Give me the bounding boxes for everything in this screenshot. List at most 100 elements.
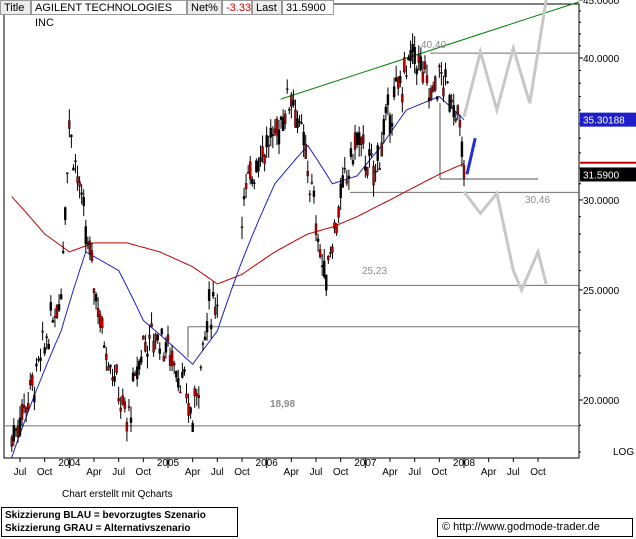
price-candle bbox=[415, 68, 418, 75]
price-candle bbox=[306, 170, 309, 177]
source-link[interactable]: http://www.godmode-trader.de bbox=[453, 521, 600, 533]
price-candle bbox=[302, 131, 305, 146]
price-candle bbox=[392, 86, 396, 98]
price-candle bbox=[43, 347, 46, 354]
price-candle bbox=[86, 242, 90, 245]
price-candle bbox=[216, 304, 219, 307]
annotations: 40,40 30,46 25,23 18,98 bbox=[270, 40, 550, 410]
x-tick-label: Oct bbox=[432, 467, 448, 478]
price-candle bbox=[193, 388, 196, 397]
scenario-legend: Skizzierung BLAU = bevorzugtes Szenario … bbox=[1, 507, 238, 537]
price-candle bbox=[185, 393, 188, 399]
chart-credit: Chart erstellt mit Qcharts bbox=[62, 489, 173, 500]
price-candle bbox=[107, 366, 110, 371]
last-label: Last bbox=[252, 0, 282, 15]
x-tick-label: Jul bbox=[14, 467, 27, 478]
price-candle bbox=[267, 144, 270, 147]
net-value: -3.33 bbox=[222, 0, 252, 15]
price-candle bbox=[423, 61, 427, 70]
price-candle bbox=[362, 134, 365, 144]
price-candle bbox=[294, 109, 297, 128]
price-candle bbox=[279, 116, 283, 120]
price-candle bbox=[22, 405, 26, 408]
price-candle bbox=[286, 88, 289, 90]
price-candle bbox=[335, 223, 338, 234]
price-candle bbox=[462, 165, 466, 179]
price-candle bbox=[343, 167, 346, 170]
price-candle bbox=[80, 192, 83, 195]
price-candle bbox=[39, 357, 42, 361]
price-candle bbox=[444, 69, 447, 78]
x-tick-label: Apr bbox=[284, 467, 300, 478]
price-candle bbox=[170, 350, 174, 367]
price-candle bbox=[61, 251, 65, 253]
price-candle bbox=[355, 132, 359, 145]
price-candle bbox=[314, 223, 318, 235]
x-tick-label: Apr bbox=[185, 467, 201, 478]
price-candle bbox=[401, 93, 404, 103]
x-tick-label: Oct bbox=[333, 467, 349, 478]
trendline-layer bbox=[280, 1, 580, 100]
x-axis: Jul Oct 2004 Apr Jul Oct 2005 Apr Jul Oct 2006 Apr J… bbox=[14, 458, 546, 478]
price-candle bbox=[140, 356, 143, 363]
x-tick-label: Oct bbox=[530, 467, 546, 478]
price-candle bbox=[84, 226, 87, 245]
x-tick-label: Oct bbox=[234, 467, 250, 478]
price-candle bbox=[135, 366, 139, 380]
price-candle bbox=[242, 196, 246, 200]
price-candle bbox=[175, 370, 178, 378]
price-candle bbox=[35, 363, 38, 367]
price-candle bbox=[205, 321, 209, 333]
price-candle bbox=[27, 403, 30, 409]
price-candle bbox=[162, 356, 166, 361]
price-candle bbox=[333, 222, 336, 229]
price-candle bbox=[374, 170, 377, 173]
resistance-trendline bbox=[280, 1, 580, 100]
price-candle bbox=[339, 183, 342, 199]
price-candle bbox=[261, 146, 264, 157]
price-candle bbox=[31, 375, 34, 386]
price-candle bbox=[397, 77, 400, 89]
x-tick-label: 2007 bbox=[354, 458, 377, 469]
price-candle bbox=[78, 181, 81, 187]
price-candle bbox=[168, 354, 172, 366]
price-candle bbox=[390, 123, 394, 127]
price-candle bbox=[436, 96, 439, 100]
price-candle bbox=[64, 207, 67, 221]
copyright-icon: © bbox=[442, 521, 451, 533]
price-candle bbox=[446, 81, 449, 84]
price-candle bbox=[347, 175, 351, 179]
price-candle bbox=[240, 226, 244, 229]
source-box: © http://www.godmode-trader.de bbox=[437, 518, 633, 537]
level-label: 30,46 bbox=[525, 195, 550, 206]
price-candle bbox=[16, 426, 20, 437]
price-candle bbox=[298, 121, 301, 123]
price-candle bbox=[191, 423, 194, 433]
plot-border bbox=[3, 3, 580, 459]
price-candle bbox=[310, 182, 314, 184]
price-candle bbox=[197, 395, 201, 399]
ma_long-line bbox=[11, 163, 465, 285]
price-candle bbox=[388, 115, 392, 134]
price-candle bbox=[320, 265, 324, 267]
price-candle bbox=[98, 314, 102, 328]
price-candle bbox=[187, 403, 190, 416]
price-candle bbox=[411, 43, 414, 52]
grey-scenario-down bbox=[462, 190, 548, 294]
price-candle bbox=[109, 364, 112, 368]
price-candle bbox=[129, 417, 133, 423]
y-tick-label: 30.0000 bbox=[583, 196, 620, 207]
price-candle bbox=[351, 160, 355, 165]
y-tick-label: 20.0000 bbox=[583, 396, 620, 407]
price-candle bbox=[59, 294, 63, 300]
price-candle bbox=[325, 274, 328, 291]
price-candle bbox=[296, 118, 299, 129]
price-candle bbox=[117, 398, 120, 402]
price-candle bbox=[152, 340, 155, 353]
price-candle bbox=[329, 252, 332, 255]
price-candle bbox=[283, 113, 287, 125]
price-candle bbox=[148, 334, 151, 339]
x-tick-label: Oct bbox=[136, 467, 152, 478]
ma-value-box bbox=[580, 112, 636, 127]
price-candle bbox=[378, 168, 381, 171]
